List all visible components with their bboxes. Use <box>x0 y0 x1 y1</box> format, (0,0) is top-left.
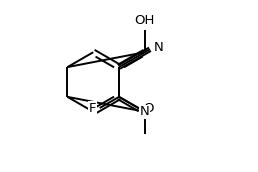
Text: O: O <box>143 102 154 115</box>
Text: OH: OH <box>135 14 155 28</box>
Text: N: N <box>140 105 150 118</box>
Text: F: F <box>89 101 96 115</box>
Text: N: N <box>154 41 164 54</box>
